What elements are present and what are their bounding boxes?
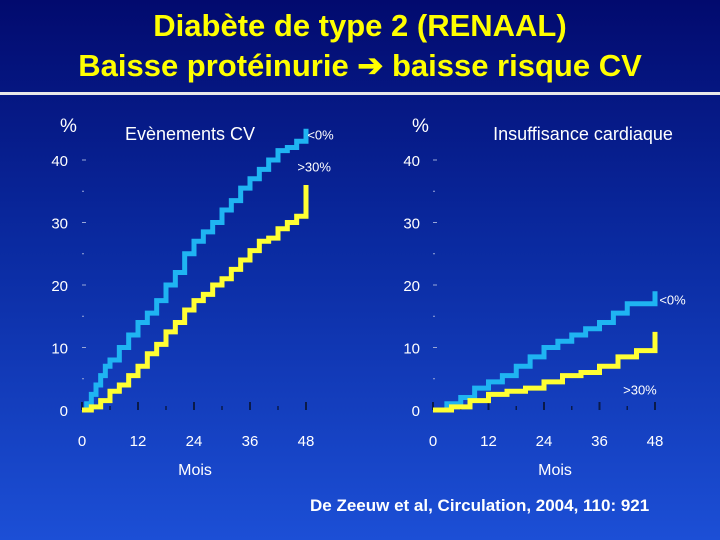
chart2-y-tick-label: 40 — [403, 153, 420, 170]
title-part-right: baisse risque CV — [391, 48, 642, 83]
chart1-series-cyan-line — [82, 128, 309, 413]
arrow-right-icon: ➔ — [357, 48, 384, 83]
chart1-y-tick-label: 0 — [60, 403, 68, 420]
chart2-annotation-label: >30% — [623, 383, 657, 398]
chart1-x-tick-label: 12 — [130, 433, 147, 450]
chart1-annotation-label: >30% — [297, 160, 331, 175]
chart1-y-tick-label: 20 — [51, 278, 68, 295]
chart2-title: Insuffisance cardiaque — [493, 124, 673, 144]
chart2-x-tick-label: 24 — [536, 433, 553, 450]
chart2-annotation-label: <0% — [659, 293, 686, 308]
chart2-y-tick-label: 30 — [403, 216, 420, 233]
chart1-series-yellow-line — [82, 185, 309, 413]
chart1-y-tick-label: 10 — [51, 341, 68, 358]
slide-title-line2: Baisse protéinurie ➔ baisse risque CV — [0, 48, 720, 84]
chart2-x-tick-label: 48 — [647, 433, 664, 450]
title-part-left: Baisse protéinurie — [78, 48, 349, 83]
chart2-x-axis-label: Mois — [538, 462, 572, 479]
chart1-x-tick-label: 48 — [298, 433, 315, 450]
chart2-x-tick-label: 36 — [591, 433, 608, 450]
chart2-x-tick-label: 12 — [480, 433, 497, 450]
title-divider — [0, 92, 720, 95]
reference-citation: De Zeeuw et al, Circulation, 2004, 110: … — [310, 496, 650, 515]
chart2-series-cyan-line — [433, 291, 658, 413]
chart1-x-axis-label: Mois — [178, 462, 212, 479]
chart2-y-axis-label: % — [412, 116, 429, 137]
chart1-annotation-label: <0% — [307, 127, 334, 142]
chart2-y-tick-label: 10 — [403, 341, 420, 358]
chart2-series-yellow-line — [433, 331, 658, 413]
chart1-x-tick-label: 36 — [242, 433, 259, 450]
chart1-x-tick-label: 0 — [78, 433, 86, 450]
chart1-title: Evènements CV — [125, 124, 255, 144]
chart1-y-tick-label: 40 — [51, 153, 68, 170]
chart1-y-axis-label: % — [60, 116, 77, 137]
chart1-y-tick-label: 30 — [51, 216, 68, 233]
chart1-x-tick-label: 24 — [186, 433, 203, 450]
chart2-y-tick-label: 20 — [403, 278, 420, 295]
chart2-x-tick-label: 0 — [429, 433, 437, 450]
slide-title-line1: Diabète de type 2 (RENAAL) — [153, 8, 567, 43]
chart2-y-tick-label: 0 — [412, 403, 420, 420]
